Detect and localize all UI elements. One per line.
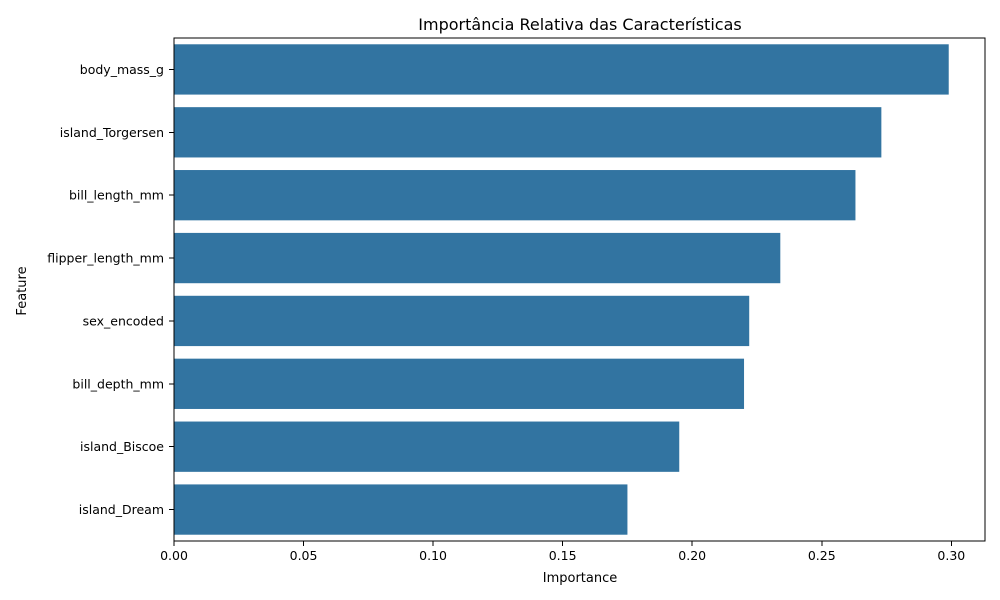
x-tick-label: 0.30 bbox=[937, 548, 965, 563]
y-tick-label: flipper_length_mm bbox=[47, 251, 164, 266]
y-tick-label: body_mass_g bbox=[80, 62, 164, 77]
plot-frame bbox=[173, 37, 986, 542]
y-axis-label: Feature bbox=[15, 266, 30, 315]
y-tick-label: bill_length_mm bbox=[69, 188, 164, 203]
y-tick-label: bill_depth_mm bbox=[72, 376, 164, 391]
y-tick-label: island_Dream bbox=[79, 502, 164, 517]
bar-bill_depth_mm bbox=[174, 358, 745, 409]
bar-flipper_length_mm bbox=[174, 232, 781, 284]
bar-bill_length_mm bbox=[174, 170, 856, 221]
bar-sex_encoded bbox=[174, 295, 750, 347]
x-tick-label: 0.15 bbox=[549, 548, 577, 563]
axes-spines bbox=[173, 37, 986, 542]
x-tick-label: 0.10 bbox=[419, 548, 447, 563]
x-tick-label: 0.00 bbox=[160, 548, 188, 563]
bar-island_Dream bbox=[174, 484, 628, 535]
y-tick-label: island_Biscoe bbox=[80, 439, 164, 454]
y-tick-label: island_Torgersen bbox=[60, 125, 164, 140]
x-tick-label: 0.05 bbox=[290, 548, 318, 563]
y-axis-ticks: body_mass_g island_Torgersen bill_length_m… bbox=[47, 62, 174, 517]
x-axis-ticks: 0.00 0.05 0.10 0.15 0.20 0.25 0.30 bbox=[160, 541, 965, 563]
y-tick-label: sex_encoded bbox=[83, 313, 164, 328]
bar-island_Biscoe bbox=[174, 421, 680, 472]
x-tick-label: 0.20 bbox=[678, 548, 706, 563]
bars-layer bbox=[174, 44, 949, 535]
chart-title: Importância Relativa das Características bbox=[418, 15, 741, 34]
x-axis-label: Importance bbox=[543, 571, 618, 586]
x-tick-label: 0.25 bbox=[808, 548, 836, 563]
bar-island_Torgersen bbox=[174, 107, 882, 158]
bar-body_mass_g bbox=[174, 44, 949, 95]
